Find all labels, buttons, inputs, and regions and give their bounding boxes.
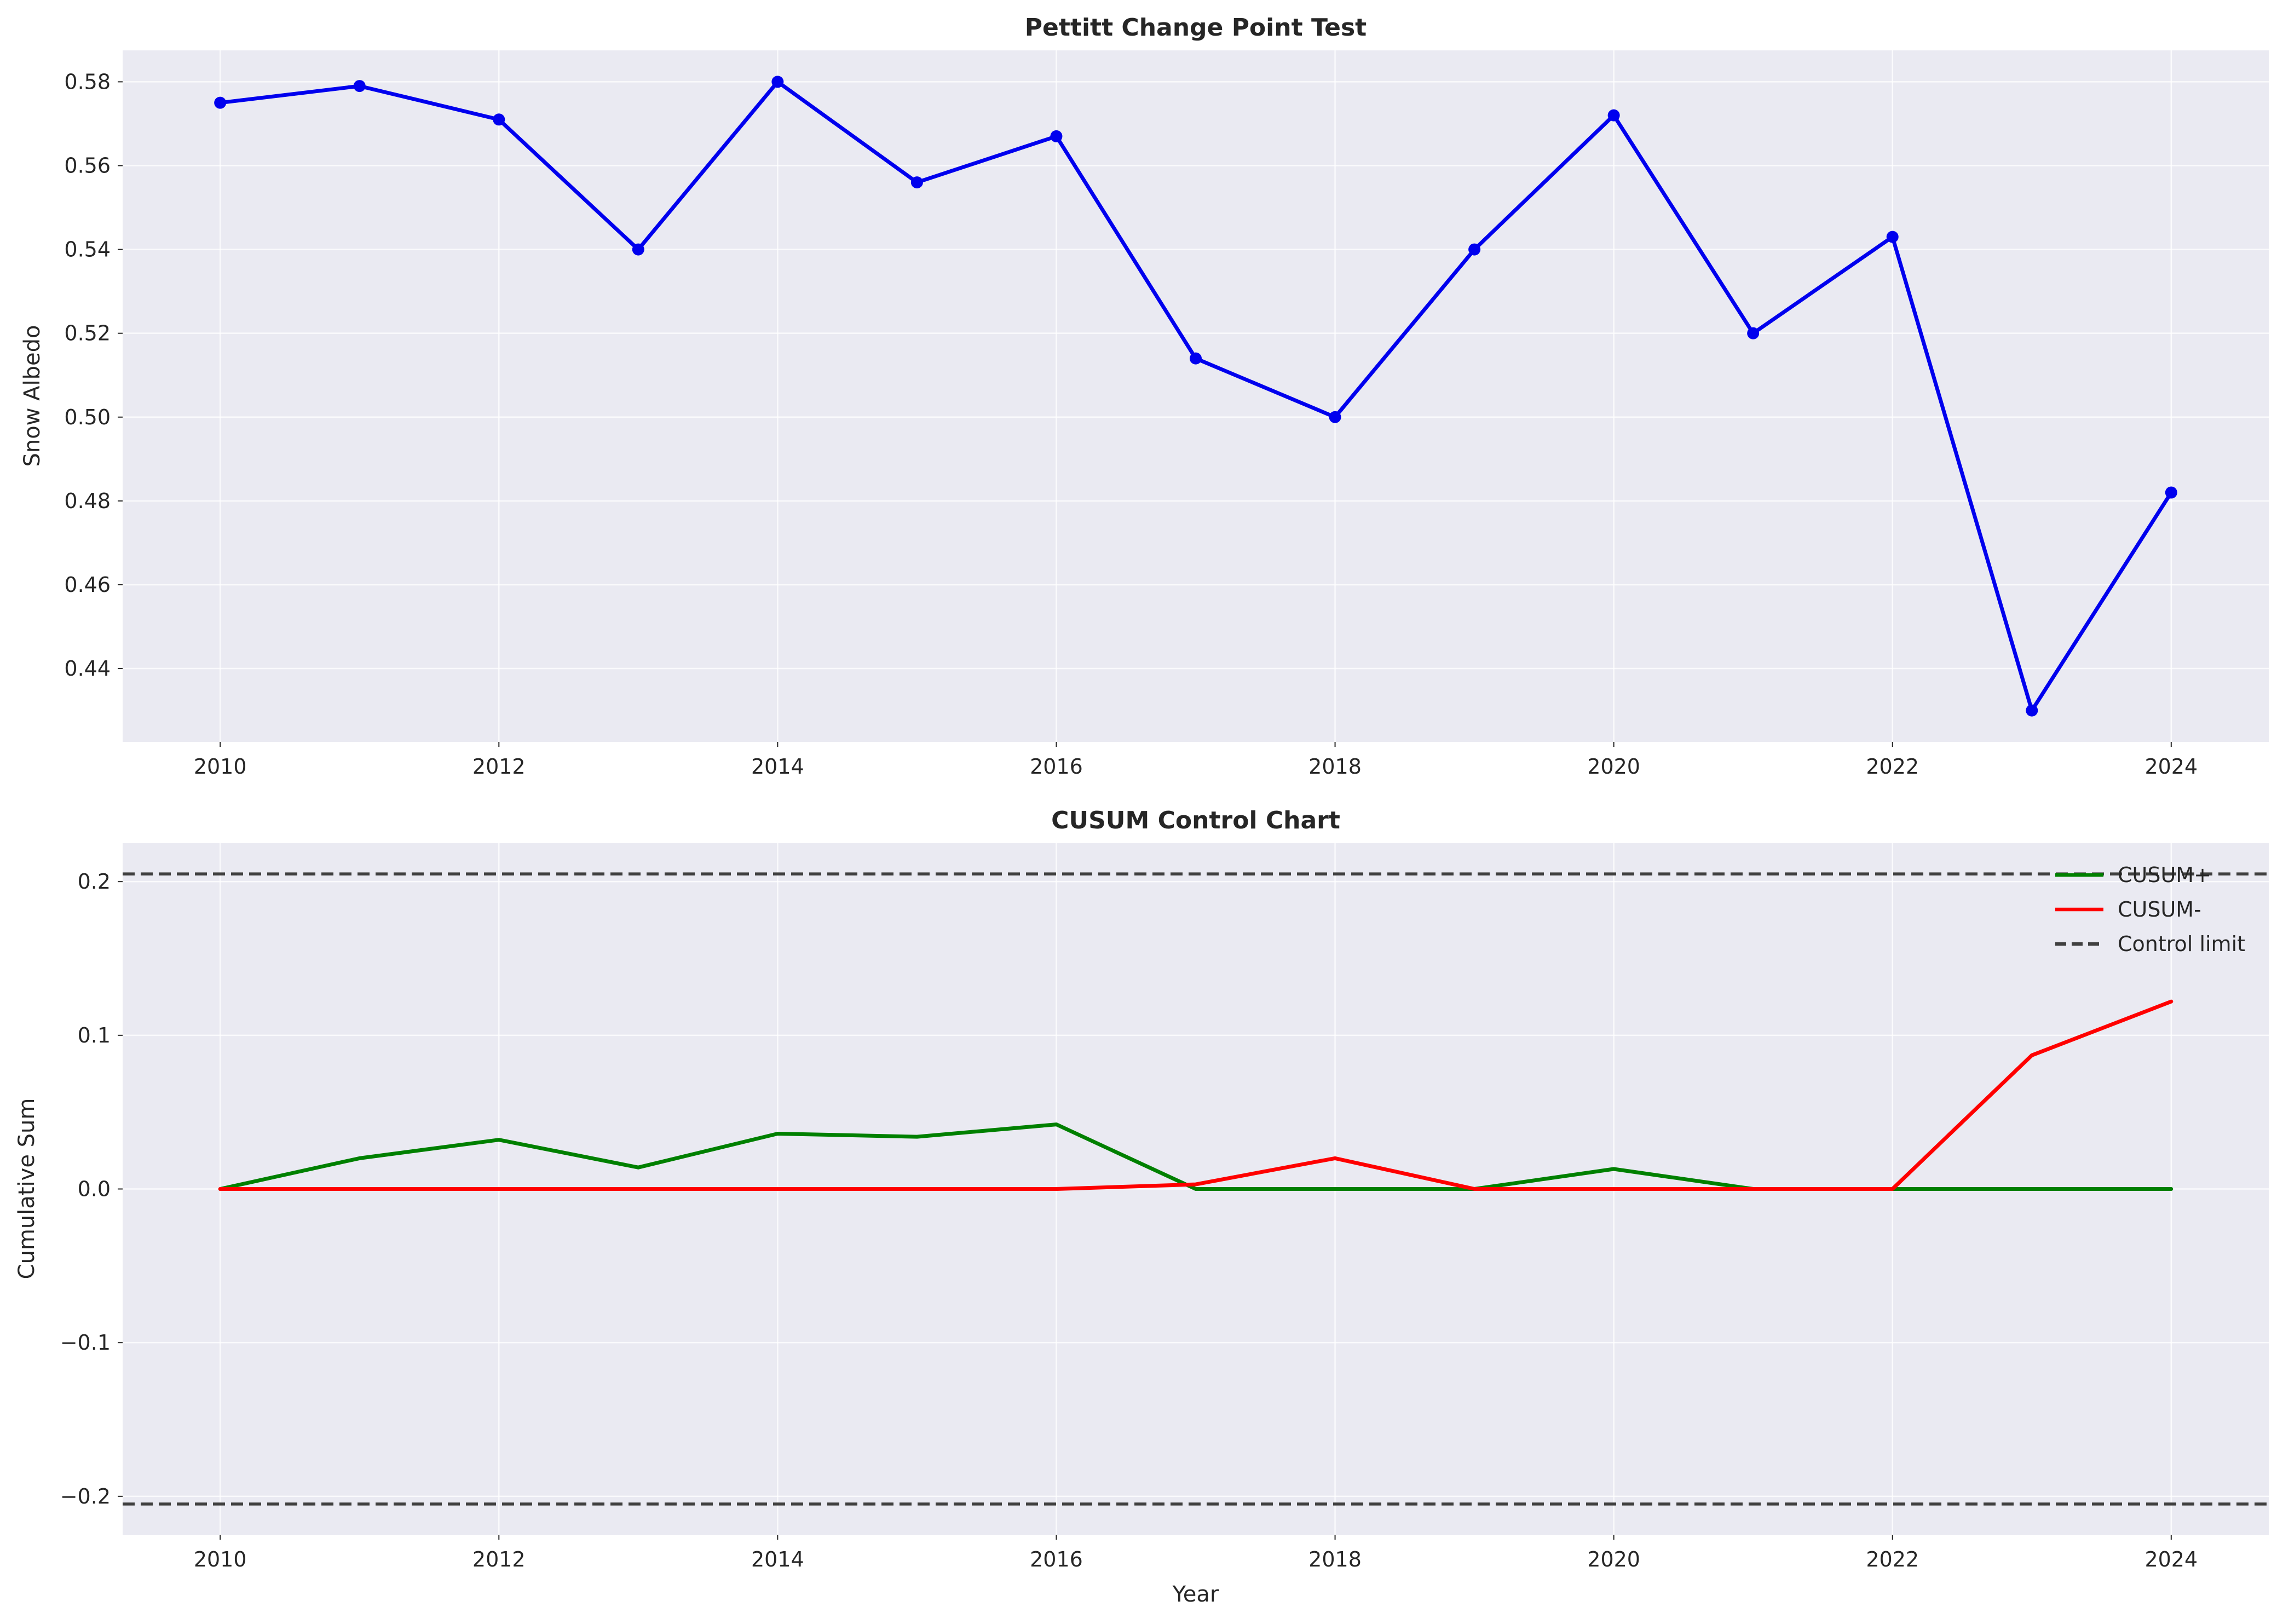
data-point (771, 76, 784, 88)
x-tick-label: 2018 (1308, 1547, 1362, 1571)
y-tick-label: 0.46 (64, 573, 111, 597)
data-point (2165, 486, 2177, 499)
data-point (1886, 231, 1899, 243)
cusum-chart: 2010 2012 2014 2016 2018 2020 2022 2024 −0.2−0.… (14, 807, 2269, 1607)
x-tick-label: 2022 (1866, 1547, 1919, 1571)
data-point (1050, 130, 1063, 142)
y-tick-label: −0.1 (60, 1331, 111, 1355)
x-tick-labels: 2010 2012 2014 2016 2018 2020 2022 2024 (194, 1547, 2198, 1571)
data-point (910, 176, 923, 189)
x-tick-label: 2022 (1866, 755, 1919, 779)
data-point (353, 80, 366, 93)
y-tick-label: 0.2 (78, 869, 111, 894)
x-tick-label: 2016 (1030, 1547, 1083, 1571)
data-point (1468, 243, 1481, 256)
y-axis-label: Snow Albedo (20, 325, 45, 467)
data-point (493, 113, 505, 126)
chart-title: Pettitt Change Point Test (1025, 14, 1367, 42)
x-tick-label: 2020 (1587, 755, 1640, 779)
x-tick-label: 2014 (751, 755, 804, 779)
data-point (1190, 352, 1202, 365)
legend-label: Control limit (2118, 932, 2245, 956)
plot-area (123, 50, 2269, 742)
y-tick-label: −0.2 (60, 1484, 111, 1508)
grid (118, 50, 2269, 747)
legend-label: CUSUM- (2118, 897, 2201, 922)
x-tick-label: 2010 (194, 1547, 247, 1571)
y-tick-label: 0.48 (64, 489, 111, 513)
data-point (1607, 109, 1620, 122)
y-tick-label: 0.52 (64, 321, 111, 345)
y-tick-labels: −0.2 −0.1 0.0 0.1 0.2 (60, 869, 111, 1508)
x-axis-label: Year (1172, 1582, 1219, 1607)
y-tick-labels: 0.44 0.46 0.48 0.50 0.52 0.54 0.56 0.58 (64, 70, 111, 681)
series-layer (123, 872, 2269, 1506)
legend: CUSUM+ CUSUM- Control limit (2055, 863, 2245, 956)
data-point (632, 243, 644, 256)
x-tick-label: 2012 (472, 1547, 526, 1571)
y-axis-label: Cumulative Sum (14, 1098, 39, 1280)
data-point (2026, 704, 2038, 717)
x-tick-label: 2014 (751, 1547, 804, 1571)
x-tick-label: 2024 (2144, 755, 2198, 779)
x-tick-labels: 2010 2012 2014 2016 2018 2020 2022 2024 (194, 755, 2198, 779)
legend-label: CUSUM+ (2118, 863, 2211, 887)
series-line-cusum (218, 999, 2174, 1191)
chart-title: CUSUM Control Chart (1051, 807, 1340, 834)
x-tick-label: 2010 (194, 755, 247, 779)
y-tick-label: 0.0 (78, 1177, 111, 1201)
y-tick-label: 0.56 (64, 154, 111, 178)
y-tick-label: 0.44 (64, 656, 111, 681)
y-tick-label: 0.50 (64, 405, 111, 429)
x-tick-label: 2012 (472, 755, 526, 779)
data-point (214, 96, 227, 109)
x-tick-label: 2016 (1030, 755, 1083, 779)
data-point (1329, 411, 1341, 423)
y-tick-label: 0.54 (64, 238, 111, 262)
pettitt-chart: 2010 2012 2014 2016 2018 2020 2022 2024 0.440.4… (20, 14, 2269, 779)
y-tick-label: 0.1 (78, 1023, 111, 1047)
data-point (1747, 327, 1760, 339)
x-tick-label: 2018 (1308, 755, 1362, 779)
series-layer (214, 76, 2177, 717)
x-tick-label: 2024 (2144, 1547, 2198, 1571)
x-tick-label: 2020 (1587, 1547, 1640, 1571)
y-tick-label: 0.58 (64, 70, 111, 94)
